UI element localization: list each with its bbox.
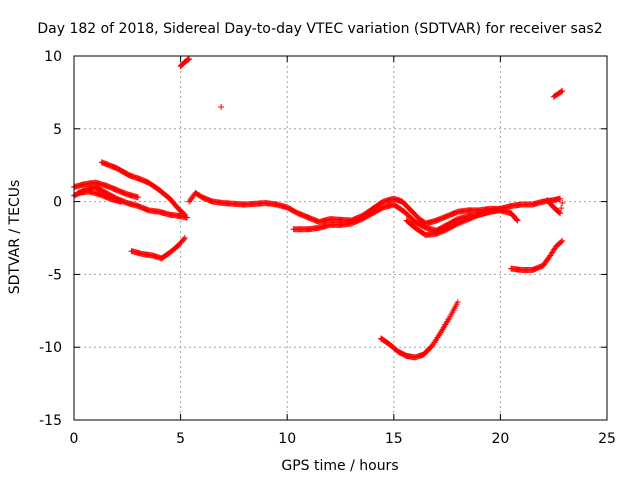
data-point <box>117 198 124 205</box>
y-tick-label: 0 <box>53 195 62 211</box>
data-points <box>71 55 566 361</box>
data-point <box>185 56 192 63</box>
grid-lines <box>74 56 607 420</box>
data-point <box>186 55 193 62</box>
y-tick-label: -10 <box>39 340 62 356</box>
series-track-4 <box>75 188 124 205</box>
x-tick-label: 20 <box>491 431 509 447</box>
axis-ticks: 0 5 10 15 20 25 -15 -10 -5 0 5 10 <box>39 49 616 447</box>
data-point <box>181 235 188 241</box>
y-tick-label: 5 <box>53 122 62 138</box>
data-point <box>180 210 187 217</box>
series-track-5 <box>128 235 188 262</box>
data-point <box>180 236 187 243</box>
data-point <box>557 195 564 202</box>
series-track-10 <box>403 205 504 239</box>
data-point <box>559 237 566 244</box>
x-tick-label: 15 <box>385 431 403 447</box>
series-track-3 <box>98 159 188 218</box>
x-axis-label: GPS time / hours <box>281 458 398 474</box>
x-tick-label: 10 <box>278 431 296 447</box>
data-point <box>559 200 566 207</box>
y-tick-label: -15 <box>39 413 62 429</box>
x-tick-label: 25 <box>598 431 616 447</box>
y-tick-label: 10 <box>44 49 62 65</box>
data-point <box>497 205 504 212</box>
data-point <box>558 205 565 212</box>
series-track-6 <box>177 55 193 70</box>
data-point <box>558 88 565 95</box>
data-point <box>181 211 188 218</box>
plot-border <box>73 55 608 421</box>
data-point <box>556 209 563 216</box>
x-tick-label: 5 <box>176 431 185 447</box>
series-track-14 <box>378 299 461 361</box>
data-point <box>558 238 565 245</box>
data-point <box>514 217 521 224</box>
series-track-2 <box>71 179 141 201</box>
data-point <box>134 194 141 201</box>
data-point <box>559 87 566 94</box>
data-point <box>218 103 225 110</box>
x-tick-label: 0 <box>70 431 79 447</box>
data-point <box>557 210 564 217</box>
series-track-13 <box>544 197 566 217</box>
chart-title: Day 182 of 2018, Sidereal Day-to-day VTE… <box>37 21 602 37</box>
y-tick-label: -5 <box>48 267 62 283</box>
series-track-12 <box>550 87 566 100</box>
data-point <box>454 299 461 306</box>
y-axis-label: SDTVAR / TECUs <box>7 180 23 295</box>
series-track-11 <box>508 237 566 274</box>
data-point <box>513 216 520 223</box>
series-track-7 <box>218 103 225 110</box>
